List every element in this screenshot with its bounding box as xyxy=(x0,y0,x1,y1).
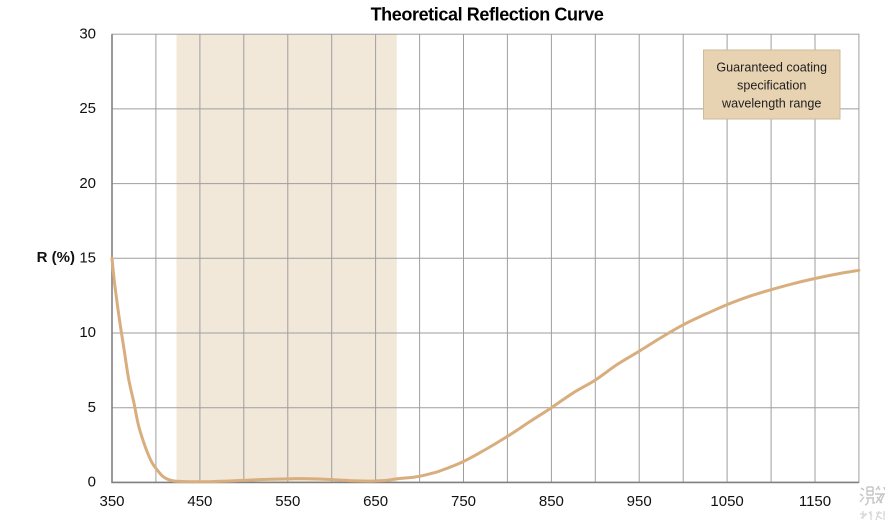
svg-text:350: 350 xyxy=(99,493,124,510)
svg-text:550: 550 xyxy=(275,493,300,510)
svg-text:1050: 1050 xyxy=(710,493,743,510)
svg-text:30: 30 xyxy=(79,25,96,42)
svg-text:750: 750 xyxy=(451,493,476,510)
svg-text:wavelength range: wavelength range xyxy=(721,97,821,111)
svg-text:25: 25 xyxy=(79,100,96,117)
svg-text:R (%): R (%) xyxy=(37,249,75,266)
svg-text:0: 0 xyxy=(88,474,96,491)
svg-text:650: 650 xyxy=(363,493,388,510)
svg-text:1150: 1150 xyxy=(799,493,831,510)
svg-text:950: 950 xyxy=(627,493,652,510)
svg-text:Theoretical Reflection Curve: Theoretical Reflection Curve xyxy=(371,5,604,25)
svg-text:Guaranteed coating: Guaranteed coating xyxy=(716,61,827,75)
svg-text:450: 450 xyxy=(187,493,212,510)
svg-text:850: 850 xyxy=(539,493,564,510)
svg-text:10: 10 xyxy=(79,324,96,341)
svg-text:specification: specification xyxy=(737,79,806,93)
svg-text:15: 15 xyxy=(79,250,96,267)
svg-text:20: 20 xyxy=(79,175,96,192)
svg-text:5: 5 xyxy=(88,399,96,416)
